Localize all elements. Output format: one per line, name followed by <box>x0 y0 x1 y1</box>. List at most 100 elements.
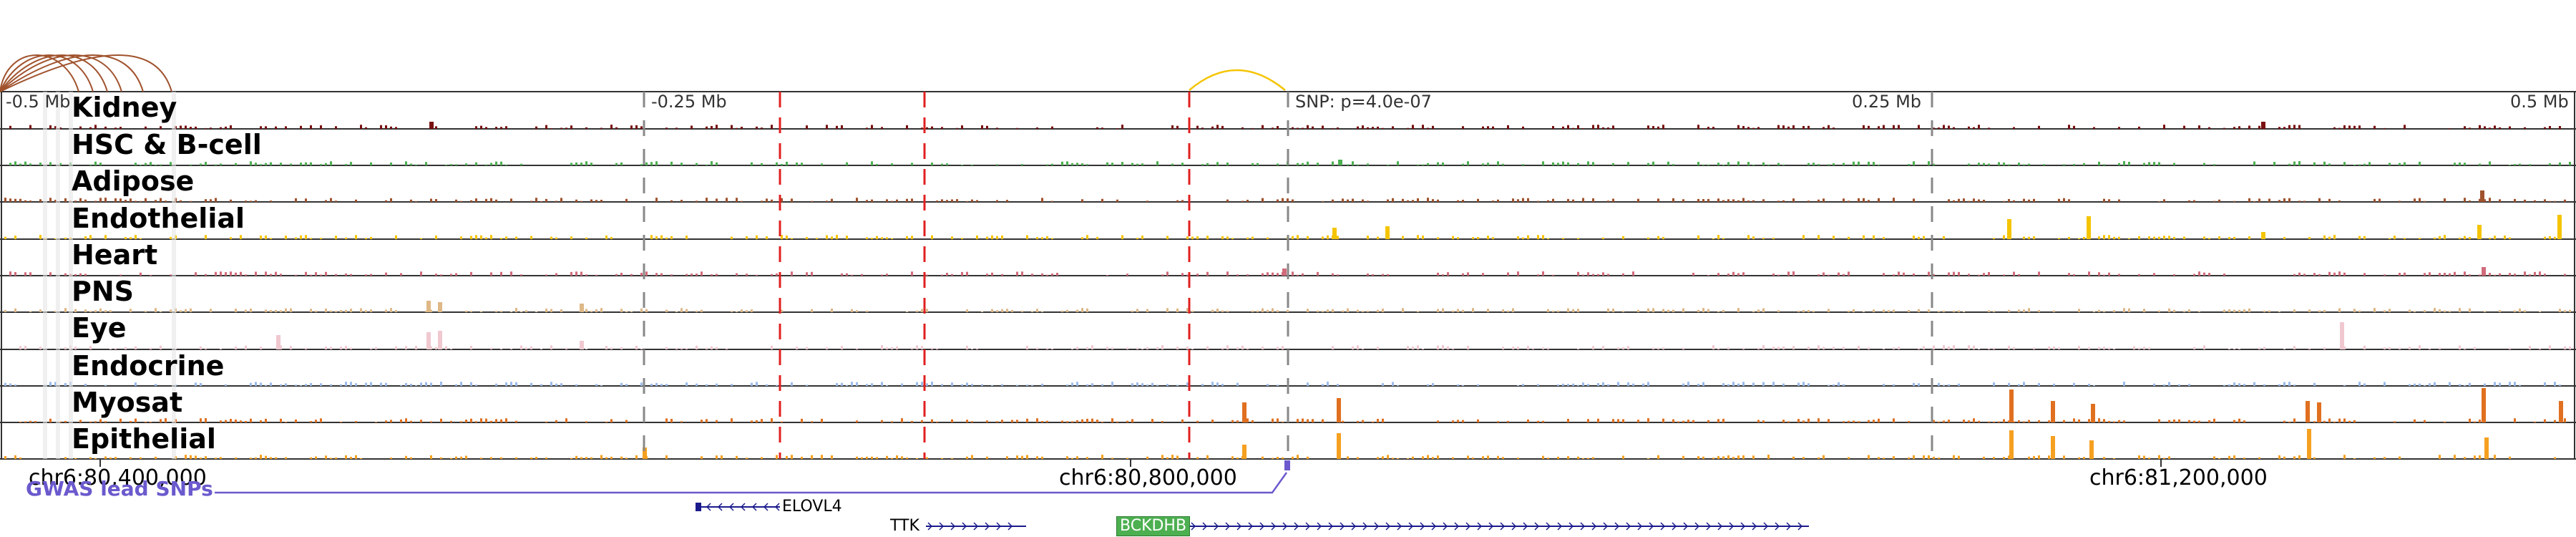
gene-strand-chevron <box>1660 522 1666 531</box>
signal-peak <box>2007 219 2011 239</box>
signal-peak <box>2482 388 2486 422</box>
signal-noise <box>19 345 2571 349</box>
track-label-eye: Eye <box>72 312 127 344</box>
signal-peak <box>2087 216 2091 239</box>
gene-strand-chevron <box>728 503 734 511</box>
gene-strand-chevron <box>1740 522 1746 531</box>
track-label-endocrine: Endocrine <box>72 350 225 382</box>
gene-strand-chevron <box>1340 522 1345 531</box>
gene-strand-chevron <box>1465 522 1471 531</box>
gene-strand-chevron <box>1351 522 1357 531</box>
chromatin-loop-arc <box>0 54 122 92</box>
gene-strand-chevron <box>1637 522 1643 531</box>
signal-peak <box>2559 401 2563 422</box>
gene-label-bckdhb[interactable]: BCKDHB <box>1116 516 1191 536</box>
gene-strand-chevron <box>1225 522 1231 531</box>
gwas-snp-marker <box>1284 460 1290 470</box>
gene-strand-chevron <box>1317 522 1322 531</box>
gene-strand-chevron <box>763 503 769 511</box>
signal-peak <box>2051 436 2055 459</box>
gene-strand-chevron <box>1488 522 1494 531</box>
signal-noise <box>9 271 2566 276</box>
track-label-endothelial: Endothelial <box>72 203 245 234</box>
gene-strand-chevron <box>1511 522 1517 531</box>
gene-strand-chevron <box>1328 522 1334 531</box>
signal-peak <box>1385 226 1390 239</box>
chromatin-loop-arc <box>0 54 94 92</box>
signal-peak <box>2340 322 2344 349</box>
signal-noise <box>4 382 2561 386</box>
gene-label-ttk[interactable]: TTK <box>890 517 919 535</box>
track-label-adipose: Adipose <box>72 165 195 197</box>
track-label-kidney: Kidney <box>72 92 177 123</box>
gene-strand-chevron <box>1775 522 1780 531</box>
gene-strand-chevron <box>1523 522 1528 531</box>
signal-peak <box>2477 225 2482 239</box>
chromatin-loop-arc <box>0 54 172 92</box>
gene-strand-chevron <box>1191 522 1196 531</box>
gene-strand-chevron <box>950 522 956 531</box>
gwas-lead-snp-line <box>215 472 1288 494</box>
gene-strand-chevron <box>1717 522 1723 531</box>
gene-strand-chevron <box>1752 522 1757 531</box>
signal-peak <box>2009 430 2014 459</box>
signal-peak <box>1337 433 1341 459</box>
gene-strand-chevron <box>1443 522 1448 531</box>
gene-strand-chevron <box>1568 522 1574 531</box>
gene-strand-chevron <box>1534 522 1540 531</box>
gene-strand-chevron <box>1271 522 1277 531</box>
gene-strand-chevron <box>1500 522 1506 531</box>
gene-strand-chevron <box>939 522 945 531</box>
signal-peak <box>2557 215 2562 239</box>
signal-peak <box>1332 228 1337 239</box>
signal-peak <box>2091 404 2095 422</box>
gene-strand-chevron <box>1397 522 1402 531</box>
gene-strand-chevron <box>706 503 711 511</box>
gene-strand-chevron <box>1603 522 1609 531</box>
signal-peak <box>580 304 584 312</box>
gene-strand-chevron <box>1362 522 1368 531</box>
signal-noise <box>4 235 2556 239</box>
gene-strand-chevron <box>1374 522 1380 531</box>
gene-strand-chevron <box>774 503 780 511</box>
track-label-pns: PNS <box>72 276 135 307</box>
gene-strand-chevron <box>740 503 746 511</box>
gene-strand-chevron <box>1546 522 1551 531</box>
signal-track-adipose <box>0 190 2576 203</box>
gene-strand-chevron <box>751 503 757 511</box>
signal-peak <box>1282 268 1287 276</box>
chromatin-loop-arc <box>0 54 144 92</box>
gene-strand-chevron <box>1294 522 1299 531</box>
coordinate-center: chr6:80,800,000 <box>1059 465 1237 490</box>
signal-peak <box>2307 429 2311 459</box>
snp-pvalue-label: SNP: p=4.0e-07 <box>1295 92 1432 112</box>
signal-peak <box>643 448 647 459</box>
signal-peak <box>2306 401 2310 422</box>
gene-strand-chevron <box>1477 522 1483 531</box>
gene-strand-chevron <box>1614 522 1620 531</box>
signal-noise <box>4 308 2571 312</box>
gene-strand-chevron <box>1008 522 1013 531</box>
gene-strand-chevron <box>1706 522 1712 531</box>
gene-strand-chevron <box>1431 522 1437 531</box>
gene-strand-chevron <box>962 522 967 531</box>
ruler-left-mid-label: -0.25 Mb <box>651 92 727 112</box>
signal-peak <box>2261 122 2265 129</box>
gene-strand-chevron <box>985 522 990 531</box>
signal-track-pns <box>0 301 2576 313</box>
gene-strand-chevron <box>1672 522 1677 531</box>
gene-strand-chevron <box>1683 522 1689 531</box>
signal-peak <box>426 332 431 349</box>
gene-strand-chevron <box>1729 522 1735 531</box>
signal-peak <box>2089 440 2094 459</box>
gene-strand-chevron <box>1649 522 1654 531</box>
gene-strand-chevron <box>717 503 723 511</box>
signal-peak <box>1337 398 1341 422</box>
gwas-track-label: GWAS lead SNPs <box>26 477 213 500</box>
track-label-myosat: Myosat <box>72 387 183 418</box>
gene-label-elovl4[interactable]: ELOVL4 <box>782 498 842 516</box>
signal-peak <box>429 122 434 129</box>
ruler-left-label: -0.5 Mb <box>6 92 71 112</box>
gene-strand-chevron <box>1580 522 1586 531</box>
